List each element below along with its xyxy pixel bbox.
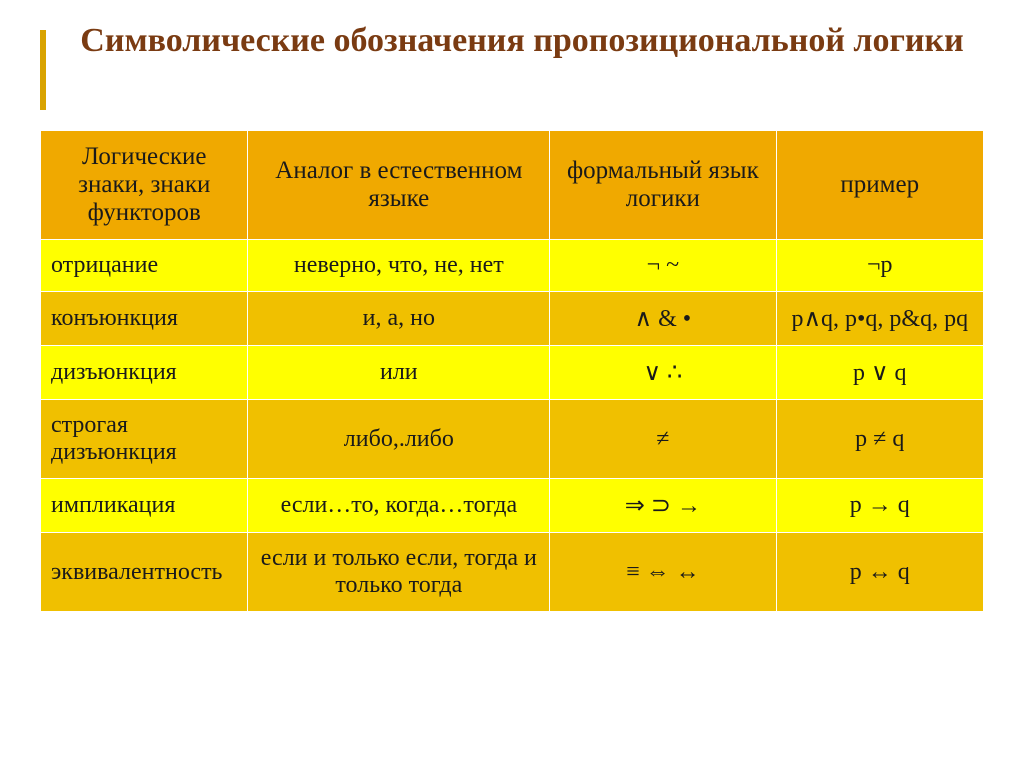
- cell-analog: или: [248, 346, 550, 400]
- cell-example: p ≠ q: [776, 400, 983, 479]
- col-header-analog: Аналог в естественном языке: [248, 131, 550, 240]
- cell-formal: ≠: [550, 400, 776, 479]
- table-row: конъюнкция и, а, но ∧ & • p∧q, p•q, p&q,…: [41, 292, 984, 346]
- cell-analog: и, а, но: [248, 292, 550, 346]
- logic-table-container: Логические знаки, знаки функторов Аналог…: [40, 130, 984, 612]
- cell-example: ¬p: [776, 240, 983, 292]
- cell-name: импликация: [41, 479, 248, 533]
- cell-analog: либо,.либо: [248, 400, 550, 479]
- table-header-row: Логические знаки, знаки функторов Аналог…: [41, 131, 984, 240]
- cell-example: p ↔ q: [776, 533, 983, 612]
- cell-formal: ∧ & •: [550, 292, 776, 346]
- slide: Символические обозначения пропозициональ…: [0, 0, 1024, 768]
- cell-example: p∧q, p•q, p&q, pq: [776, 292, 983, 346]
- cell-name: дизъюнкция: [41, 346, 248, 400]
- slide-title: Символические обозначения пропозициональ…: [60, 20, 984, 63]
- cell-name: строгая дизъюнкция: [41, 400, 248, 479]
- col-header-signs: Логические знаки, знаки функторов: [41, 131, 248, 240]
- col-header-example: пример: [776, 131, 983, 240]
- cell-name: эквивалентность: [41, 533, 248, 612]
- cell-example: p → q: [776, 479, 983, 533]
- cell-analog: неверно, что, не, нет: [248, 240, 550, 292]
- cell-analog: если…то, когда…тогда: [248, 479, 550, 533]
- table-row: отрицание неверно, что, не, нет ¬ ~ ¬p: [41, 240, 984, 292]
- table-row: импликация если…то, когда…тогда ⇒ ⊃ → p …: [41, 479, 984, 533]
- cell-analog: если и только если, тогда и только тогда: [248, 533, 550, 612]
- cell-name: отрицание: [41, 240, 248, 292]
- cell-formal: ⇒ ⊃ →: [550, 479, 776, 533]
- table-row: эквивалентность если и только если, тогд…: [41, 533, 984, 612]
- cell-formal: ≡ ⇔ ↔: [550, 533, 776, 612]
- cell-formal: ¬ ~: [550, 240, 776, 292]
- cell-example: p ∨ q: [776, 346, 983, 400]
- logic-table: Логические знаки, знаки функторов Аналог…: [40, 130, 984, 612]
- cell-name: конъюнкция: [41, 292, 248, 346]
- col-header-formal: формальный язык логики: [550, 131, 776, 240]
- table-row: строгая дизъюнкция либо,.либо ≠ p ≠ q: [41, 400, 984, 479]
- title-accent-bar: [40, 30, 46, 110]
- table-row: дизъюнкция или ∨ ∴ p ∨ q: [41, 346, 984, 400]
- cell-formal: ∨ ∴: [550, 346, 776, 400]
